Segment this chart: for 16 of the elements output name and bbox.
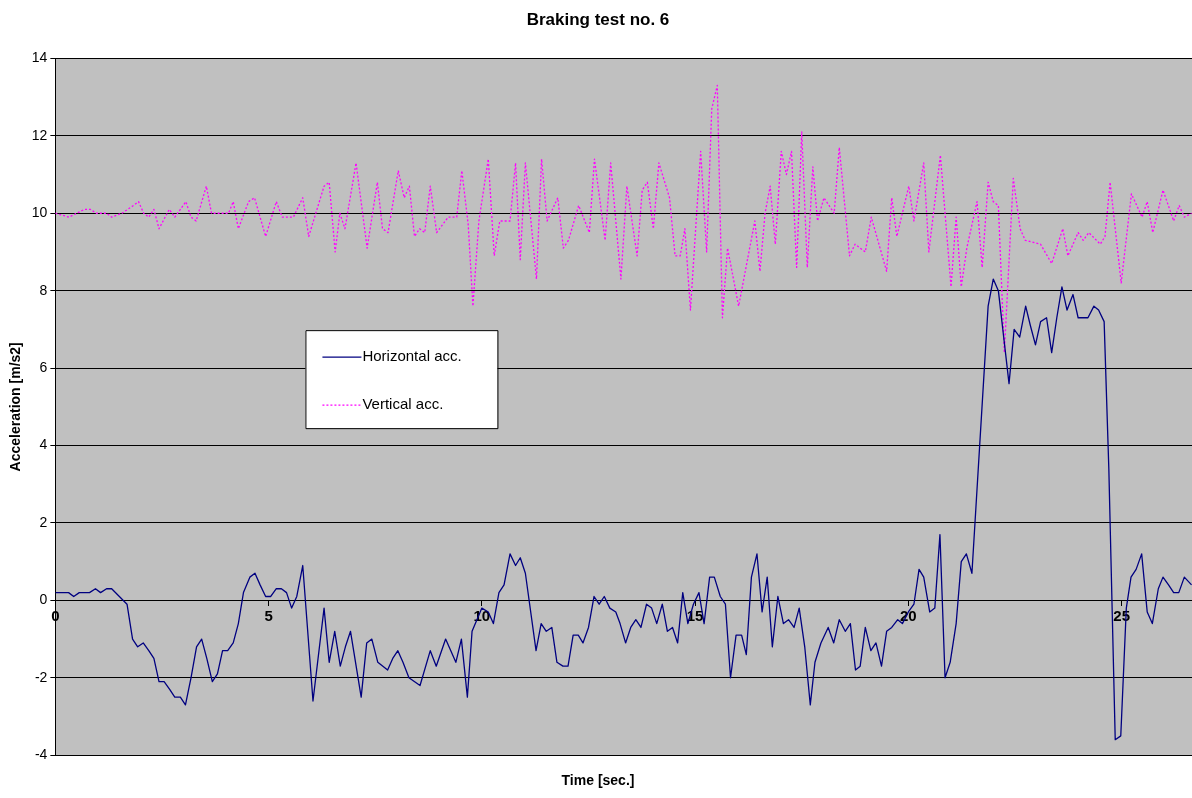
y-tick-label: 10 (31, 204, 48, 221)
chart-title: Braking test no. 6 (526, 9, 670, 29)
y-tick-label: 14 (31, 49, 48, 66)
x-axis-title: Time [sec.] (561, 772, 635, 789)
y-axis-title: Acceleration [m/s2] (7, 342, 24, 472)
y-tick-label: 6 (39, 358, 48, 375)
legend-label: Horizontal acc. (362, 347, 462, 365)
y-tick-label: -2 (34, 668, 48, 685)
x-tick-label: 5 (264, 607, 273, 625)
y-tick-label: 12 (31, 126, 48, 143)
legend-label: Vertical acc. (362, 395, 444, 413)
y-tick-label: -4 (34, 746, 48, 763)
y-tick-label: 0 (39, 591, 48, 608)
y-tick-label: 4 (39, 436, 48, 453)
y-tick-label: 8 (39, 281, 48, 298)
y-tick-label: 2 (39, 513, 48, 530)
